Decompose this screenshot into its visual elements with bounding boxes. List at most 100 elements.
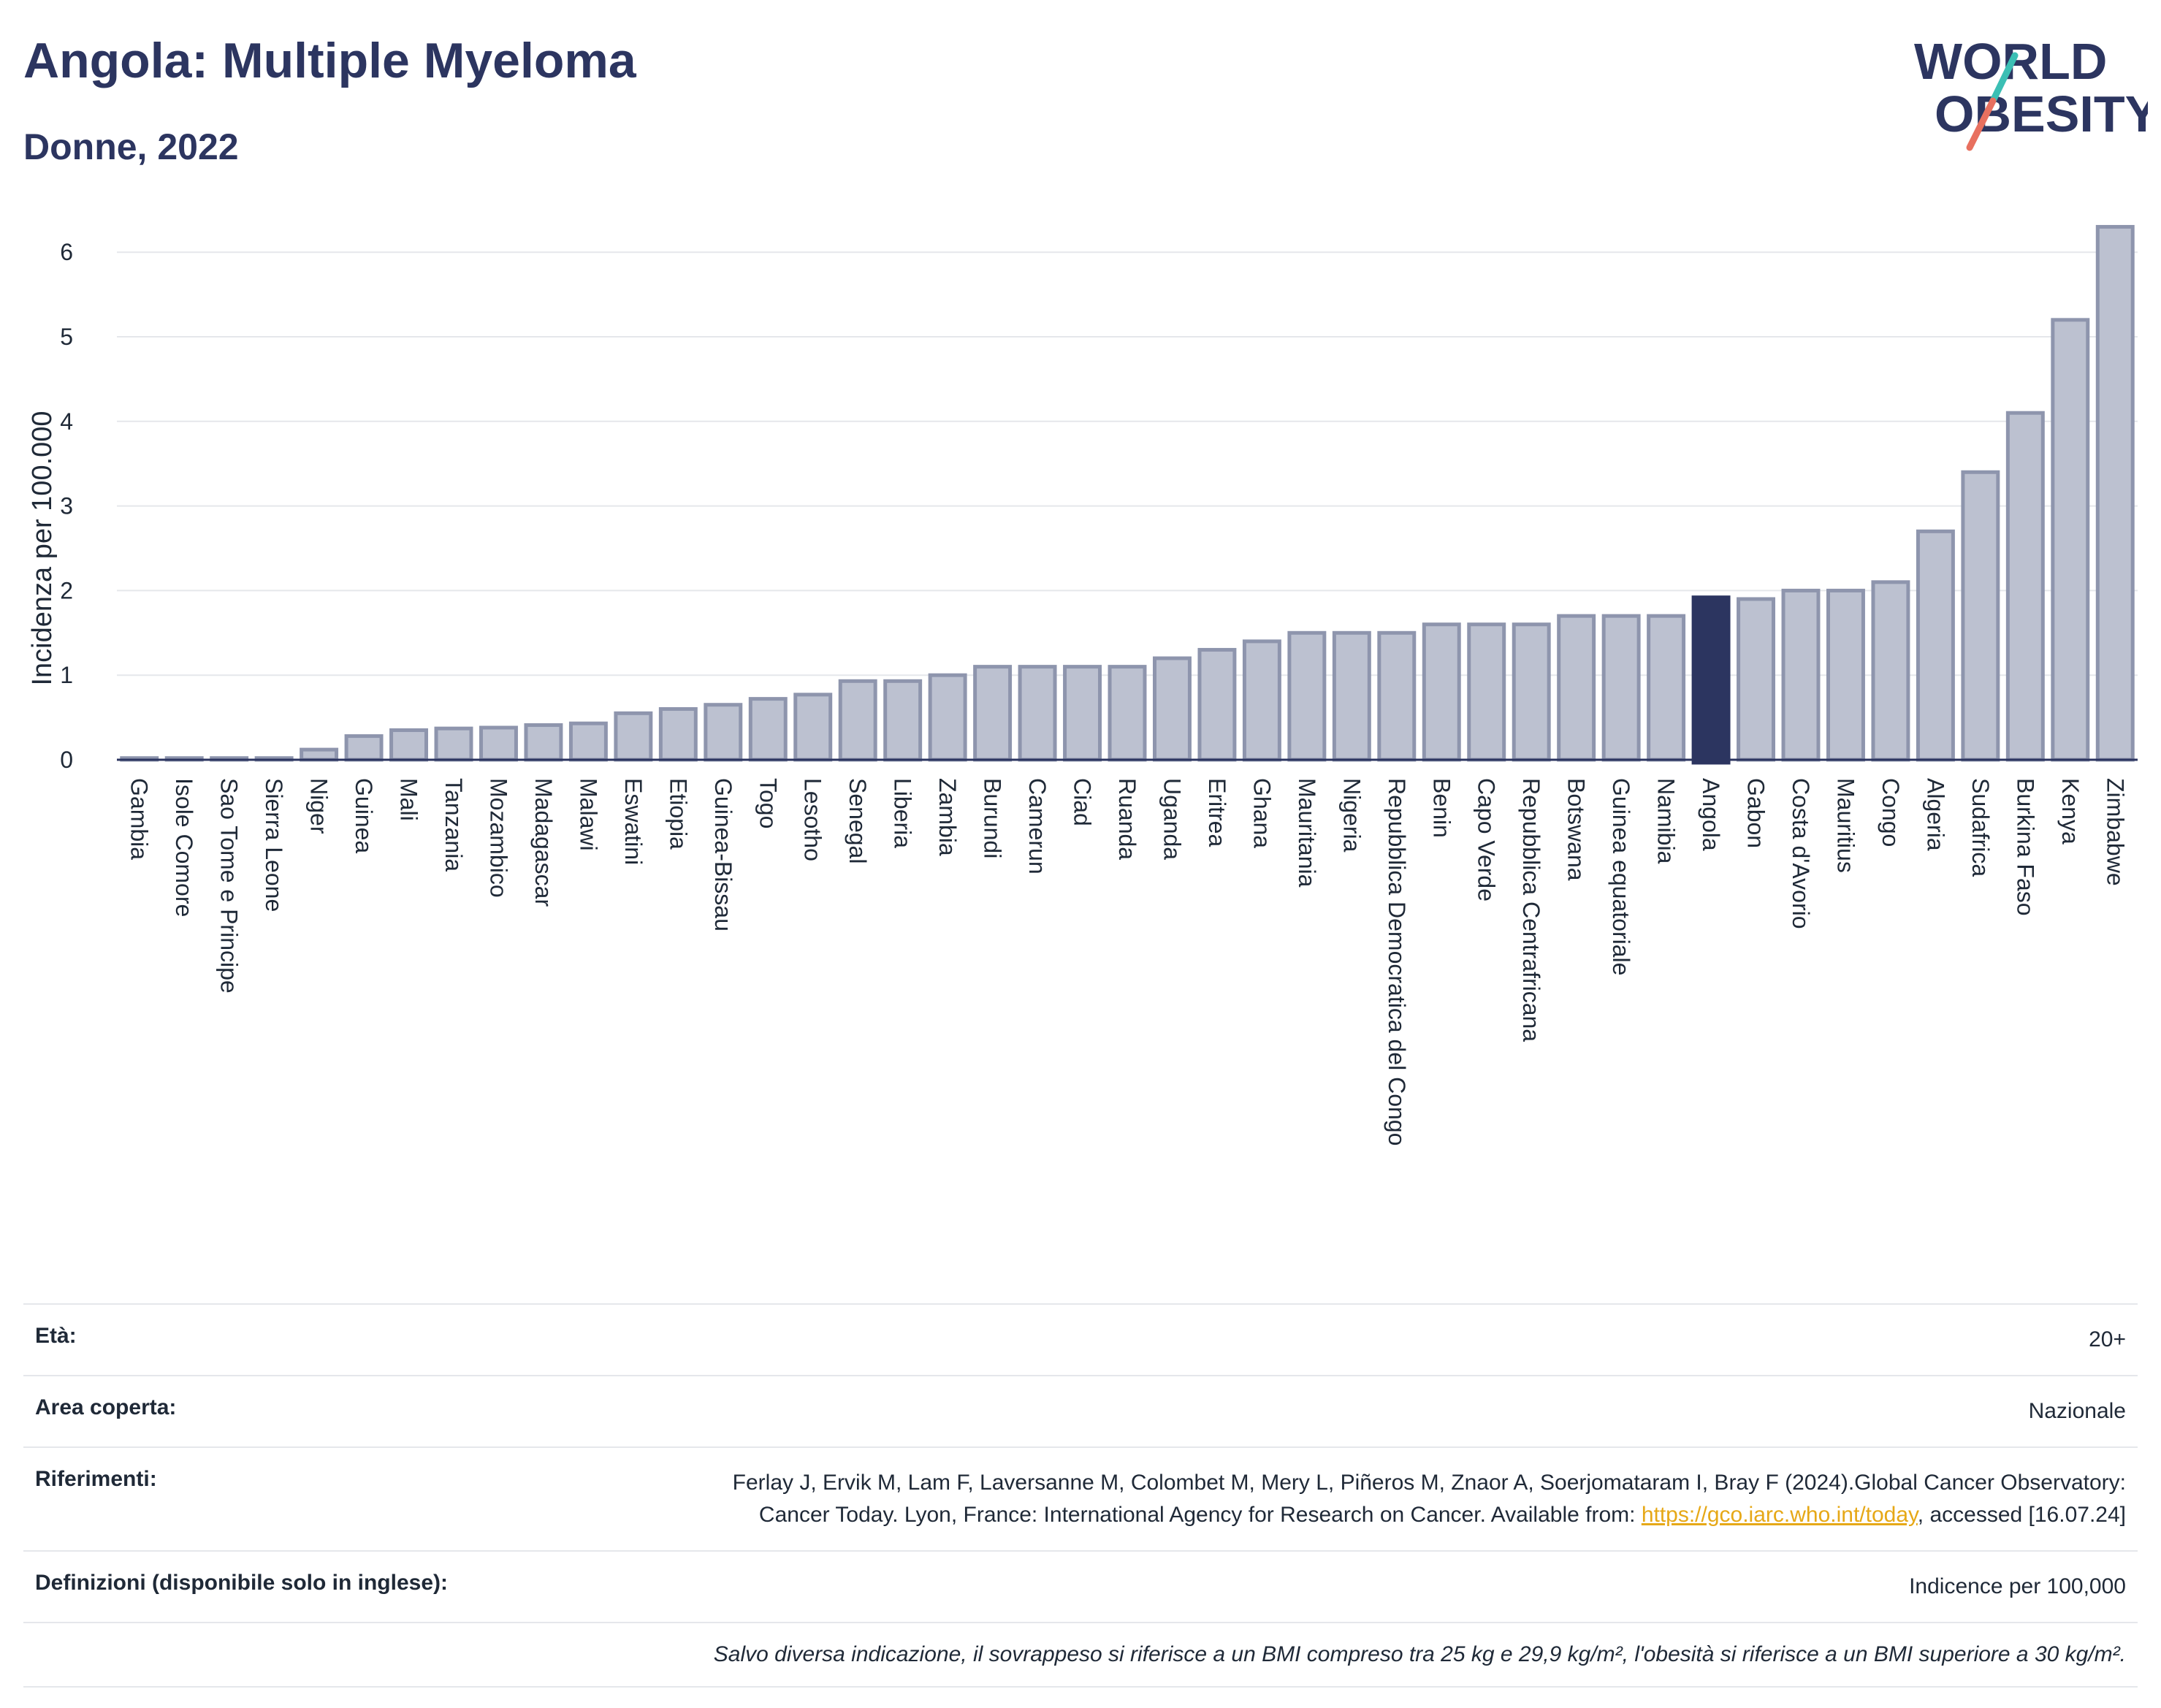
x-tick-label: Zimbabwe (2102, 778, 2128, 886)
y-axis-label: Incidenza per 100.000 (27, 411, 58, 685)
bar-highlighted (1691, 595, 1731, 765)
bar (389, 728, 429, 762)
footnote: Salvo diversa indicazione, il sovrappeso… (713, 1642, 2126, 1666)
bar (704, 703, 743, 762)
bar (883, 679, 923, 762)
bar (1781, 588, 1821, 762)
x-tick-label: Sierra Leone (261, 778, 287, 912)
x-tick-label: Ruanda (1114, 778, 1140, 860)
x-tick-label: Burkina Faso (2012, 778, 2038, 916)
bar (1332, 630, 1371, 762)
bar (973, 665, 1013, 762)
x-tick-label: Kenya (2057, 778, 2084, 845)
definitions-value: Indicence per 100,000 (1909, 1574, 2126, 1598)
x-tick-label: Guinea equatoriale (1608, 778, 1634, 975)
bar (568, 721, 608, 762)
bar (1108, 665, 1147, 762)
bar (344, 734, 384, 762)
y-tick-label: 1 (60, 662, 73, 688)
x-tick-label: Liberia (890, 778, 916, 848)
bar (1871, 580, 1910, 762)
x-tick-label: Sao Tome e Principe (216, 778, 243, 994)
x-tick-label: Niger (306, 778, 332, 834)
y-tick-label: 0 (60, 747, 73, 773)
bar (1647, 614, 1686, 762)
bar (1152, 656, 1192, 762)
bar (300, 747, 339, 762)
logo-slash-coral (1966, 97, 1997, 151)
x-tick-label: Botswana (1563, 778, 1590, 881)
x-tick-label: Nigeria (1338, 778, 1365, 853)
x-tick-label: Costa d'Avorio (1788, 778, 1814, 929)
x-tick-label: Burundi (980, 778, 1006, 858)
x-tick-label: Namibia (1653, 778, 1680, 864)
bar (1018, 665, 1057, 762)
x-tick-label: Repubblica Democratica del Congo (1384, 778, 1410, 1145)
x-tick-label: Mali (396, 778, 422, 821)
x-tick-label: Lesotho (800, 778, 826, 861)
age-label: Età: (35, 1324, 77, 1348)
bar (1377, 630, 1417, 762)
bar (748, 697, 788, 762)
bar (1467, 622, 1506, 762)
x-tick-label: Angola (1698, 778, 1724, 851)
y-tick-label: 3 (60, 493, 73, 519)
y-tick-label: 4 (60, 408, 73, 435)
meta-row-definitions: Definizioni (disponibile solo in inglese… (23, 1550, 2138, 1622)
references-label: Riferimenti: (35, 1467, 157, 1491)
bar (1601, 614, 1641, 762)
bar (1961, 470, 2000, 762)
page-title: Angola: Multiple Myeloma (23, 33, 636, 88)
x-tick-label: Isole Comore (171, 778, 197, 917)
bar (1287, 630, 1327, 762)
x-tick-label: Ciad (1070, 778, 1096, 826)
x-tick-label: Zambia (934, 778, 961, 856)
bar (434, 726, 473, 762)
references-text: Ferlay J, Ervik M, Lam F, Laversanne M, … (732, 1471, 2126, 1527)
x-tick-label: Sudafrica (1967, 778, 1994, 877)
x-tick-label: Capo Verde (1474, 778, 1500, 901)
x-tick-label: Mauritius (1832, 778, 1859, 873)
bar (614, 711, 653, 762)
meta-row-note: Salvo diversa indicazione, il sovrappeso… (23, 1622, 2138, 1688)
y-tick-label: 6 (60, 239, 73, 265)
logo-slash-teal (1989, 52, 2019, 104)
x-tick-label: Ghana (1249, 778, 1275, 848)
area-label: Area coperta: (35, 1395, 177, 1419)
logo-line2: OBESITY (1935, 85, 2148, 142)
bar (2095, 224, 2135, 762)
references-link[interactable]: https://gco.iarc.who.int/today (1641, 1503, 1918, 1527)
y-tick-label: 2 (60, 577, 73, 603)
meta-row-references: Riferimenti: Ferlay J, Ervik M, Lam F, L… (23, 1446, 2138, 1550)
age-value: 20+ (2089, 1327, 2126, 1351)
x-tick-label: Gambia (126, 778, 153, 860)
x-tick-label: Togo (755, 778, 781, 828)
bar (524, 723, 563, 762)
y-tick-label: 5 (60, 324, 73, 350)
definitions-label: Definizioni (disponibile solo in inglese… (35, 1571, 449, 1595)
bar-chart: 0 1 2 3 4 5 6 Incidenza per 100.000 Gambia Isole … (27, 224, 2138, 1145)
x-tick-label: Uganda (1159, 778, 1185, 860)
x-tick-label: Guinea-Bissau (710, 778, 736, 931)
bar (479, 725, 518, 762)
meta-row-area: Area coperta: Nazionale (23, 1375, 2138, 1446)
x-tick-label: Eritrea (1204, 778, 1230, 847)
references-value: Ferlay J, Ervik M, Lam F, Laversanne M, … (665, 1467, 2126, 1531)
area-value: Nazionale (2028, 1399, 2126, 1423)
x-tick-label: Etiopia (665, 778, 691, 850)
bar (1197, 647, 1237, 762)
bar (1557, 614, 1596, 762)
x-tick-label: Repubblica Centrafricana (1518, 778, 1544, 1042)
x-tick-label: Mauritania (1294, 778, 1320, 888)
bar (1422, 622, 1461, 762)
x-tick-label: Eswatini (620, 778, 647, 865)
bar (1826, 588, 1865, 762)
bar (1242, 639, 1281, 762)
metadata-table: Età: 20+ Area coperta: Nazionale Riferim… (23, 1303, 2138, 1688)
x-tick-label: Camerun (1024, 778, 1051, 874)
meta-row-age: Età: 20+ (23, 1303, 2138, 1375)
bar (1512, 622, 1551, 762)
x-tick-label: Algeria (1922, 778, 1948, 851)
x-tick-label: Malawi (575, 778, 601, 851)
x-tick-label: Tanzania (441, 778, 467, 872)
